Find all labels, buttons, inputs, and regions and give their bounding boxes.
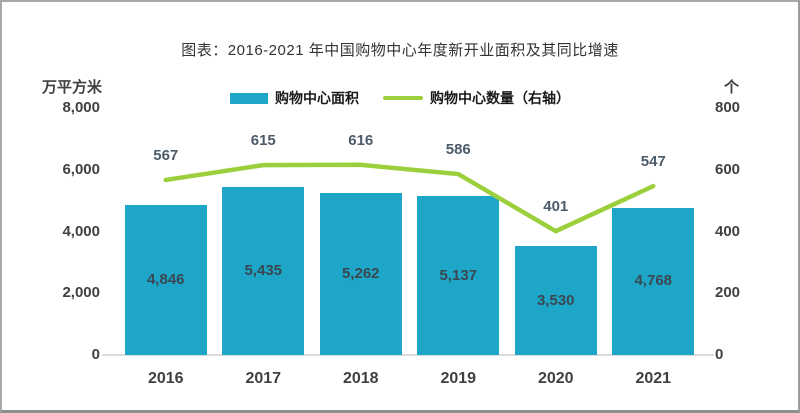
- line-series-swatch: [383, 96, 423, 100]
- x-axis-label-2021: 2021: [635, 370, 672, 387]
- left-axis-unit: 万平方米: [42, 79, 103, 96]
- bar-value-label: 5,137: [439, 266, 478, 284]
- left-axis-tick: 6,000: [62, 160, 100, 178]
- bar-value-label: 4,768: [634, 272, 673, 290]
- right-axis-tick: 400: [715, 222, 741, 240]
- bar-value-label: 5,262: [341, 264, 380, 282]
- left-axis-tick: 4,000: [62, 222, 100, 240]
- x-axis-label-2017: 2017: [245, 370, 282, 387]
- bar-series-swatch: [230, 92, 268, 104]
- right-axis-tick: 0: [715, 346, 724, 363]
- left-axis-tick: 8,000: [62, 99, 100, 116]
- x-axis-label-2016: 2016: [147, 370, 184, 387]
- legend-item-area: 购物中心面积: [230, 88, 359, 108]
- left-axis-tick: 0: [91, 346, 100, 363]
- bar-value-label: 3,530: [536, 291, 575, 309]
- line-value-label: 586: [445, 141, 471, 159]
- right-axis-tick: 200: [715, 284, 741, 302]
- x-axis-label-2018: 2018: [342, 370, 379, 387]
- line-value-label: 547: [640, 153, 666, 171]
- bar-value-label: 4,846: [146, 271, 185, 289]
- bar-2020: [514, 246, 597, 355]
- line-value-label: 616: [348, 131, 374, 149]
- x-axis-label-2019: 2019: [440, 370, 477, 387]
- x-axis-label-2020: 2020: [537, 370, 574, 387]
- line-value-label: 567: [153, 146, 179, 164]
- left-axis-tick: 2,000: [62, 284, 100, 302]
- legend-item-count: 购物中心数量（右轴）: [383, 88, 570, 108]
- chart-legend: 购物中心面积 购物中心数量（右轴）: [2, 88, 798, 108]
- right-axis-unit: 个: [724, 79, 740, 96]
- right-axis-tick: 800: [715, 99, 741, 116]
- legend-label-area: 购物中心面积: [275, 90, 359, 106]
- legend-label-count: 购物中心数量（右轴）: [430, 90, 570, 106]
- chart-title: 图表：2016-2021 年中国购物中心年度新开业面积及其同比增速: [181, 42, 619, 59]
- line-value-label: 615: [250, 132, 276, 150]
- bar-value-label: 5,435: [244, 262, 283, 280]
- right-axis-tick: 600: [715, 160, 741, 178]
- x-axis-baseline: [102, 354, 714, 356]
- line-value-label: 401: [543, 198, 569, 216]
